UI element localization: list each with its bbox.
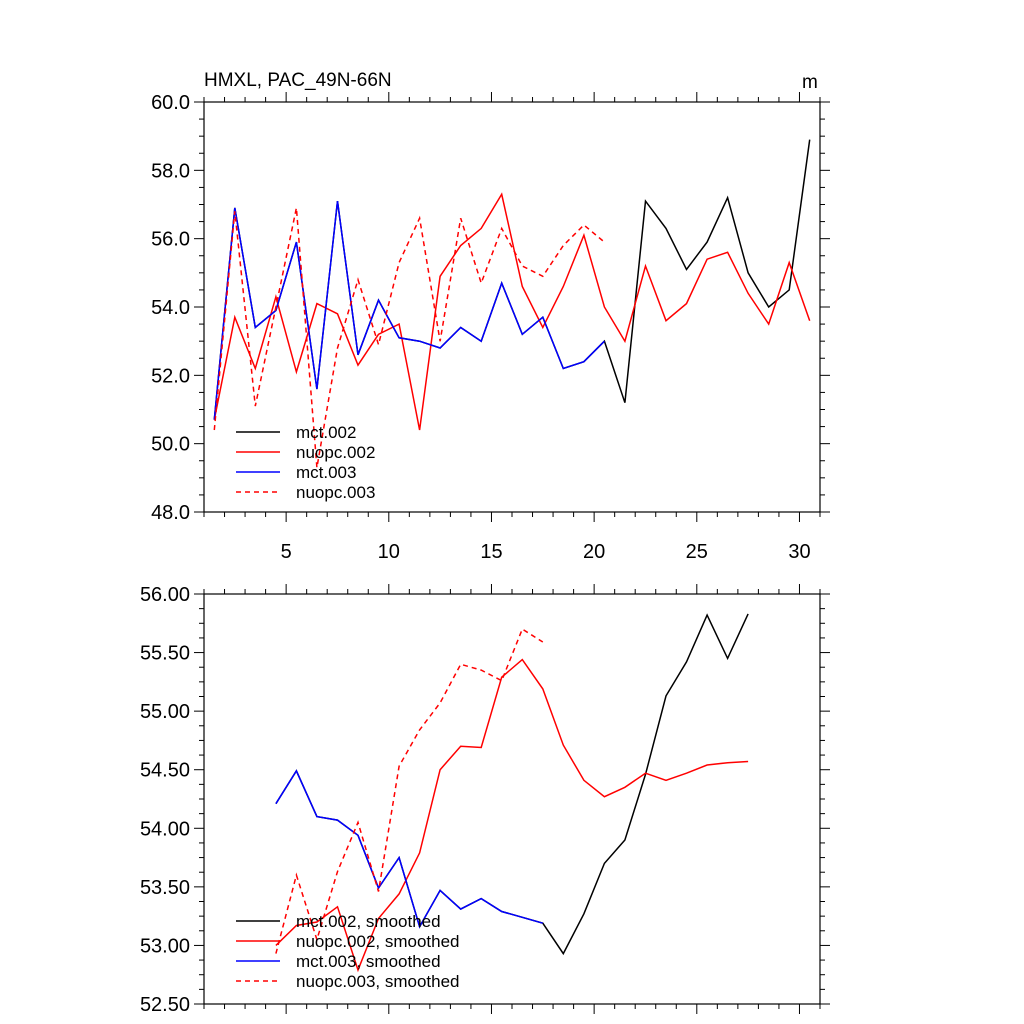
units-label: m bbox=[802, 72, 818, 93]
series-line-mct-002 bbox=[213, 139, 811, 420]
series-line-mct-003-smoothed bbox=[275, 769, 544, 929]
y-tick-label: 52.50 bbox=[140, 994, 190, 1016]
y-tick-label: 50.0 bbox=[151, 434, 190, 456]
x-tick-label: 30 bbox=[788, 541, 810, 563]
legend-label: mct.003 bbox=[296, 463, 356, 482]
series-line-mct-003 bbox=[213, 201, 605, 420]
y-tick-label: 60.0 bbox=[151, 92, 190, 114]
y-tick-label: 56.00 bbox=[140, 584, 190, 606]
y-tick-label: 58.0 bbox=[151, 160, 190, 182]
series-line-nuopc-003-smoothed bbox=[275, 627, 544, 954]
series-line-nuopc-002-smoothed bbox=[275, 658, 749, 973]
legend-label: nuopc.002, smoothed bbox=[296, 932, 460, 951]
y-tick-label: 54.0 bbox=[151, 297, 190, 319]
x-tick-label: 20 bbox=[583, 541, 605, 563]
y-tick-label: 48.0 bbox=[151, 502, 190, 524]
y-tick-label: 54.00 bbox=[140, 818, 190, 840]
y-tick-label: 52.0 bbox=[151, 365, 190, 387]
x-tick-label: 10 bbox=[378, 541, 400, 563]
bottom-panel: 52.50 53.00 53.50 54.00 54.50 55.00 55.50 56.00… bbox=[140, 584, 830, 1016]
legend-label: nuopc.003 bbox=[296, 483, 375, 502]
legend-label: mct.002, smoothed bbox=[296, 912, 441, 931]
series-line-mct-002-smoothed bbox=[275, 613, 749, 956]
y-tick-label: 55.50 bbox=[140, 643, 190, 665]
y-tick-label: 54.50 bbox=[140, 760, 190, 782]
legend-label: mct.003, smoothed bbox=[296, 952, 441, 971]
x-tick-label: 15 bbox=[480, 541, 502, 563]
legend-label: nuopc.002 bbox=[296, 443, 375, 462]
y-tick-label: 53.00 bbox=[140, 935, 190, 957]
y-tick-label: 53.50 bbox=[140, 877, 190, 899]
series-line-nuopc-003 bbox=[213, 207, 605, 468]
series-line-nuopc-002 bbox=[213, 192, 811, 431]
x-tick-label: 5 bbox=[281, 541, 292, 563]
top-panel: 48.0 50.0 52.0 54.0 56.0 58.0 60.0 5 10 15 20 25 30 H… bbox=[151, 70, 830, 563]
legend-label: nuopc.003, smoothed bbox=[296, 972, 460, 991]
y-tick-label: 55.00 bbox=[140, 701, 190, 723]
chart-title: HMXL, PAC_49N-66N bbox=[204, 70, 392, 91]
legend-label: mct.002 bbox=[296, 423, 356, 442]
y-tick-label: 56.0 bbox=[151, 229, 190, 251]
x-tick-label: 25 bbox=[686, 541, 708, 563]
